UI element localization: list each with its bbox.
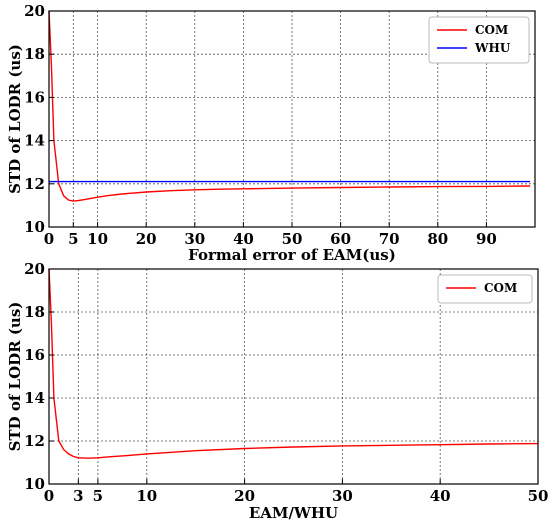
y-tick-label: 12 [24,175,45,193]
x-tick-label: 3 [73,487,83,505]
legend: COM [437,274,533,304]
x-tick-label: 80 [427,230,448,248]
y-tick-label: 20 [24,2,45,20]
legend-label-com: COM [484,281,517,295]
x-tick-label: 20 [136,230,157,248]
y-tick-label: 16 [24,346,45,364]
x-axis-label: EAM/WHU [249,504,338,522]
x-tick-label: 0 [44,487,54,505]
y-tick-label: 16 [24,88,45,106]
y-tick-label: 14 [24,132,45,150]
x-tick-label: 50 [528,487,549,505]
y-tick-label: 20 [24,260,45,278]
x-tick-label: 70 [379,230,400,248]
x-tick-label: 10 [87,230,108,248]
x-tick-label: 30 [184,230,205,248]
x-tick-label: 90 [476,230,497,248]
x-tick-label: 40 [430,487,451,505]
legend-box [428,16,530,64]
x-tick-label: 50 [282,230,303,248]
y-tick-label: 18 [24,303,45,321]
y-axis-label: STD of LODR (us) [6,44,24,194]
x-tick-label: 60 [330,230,351,248]
legend-box [437,274,533,304]
y-tick-label: 12 [24,432,45,450]
x-tick-label: 0 [44,230,54,248]
y-axis-label: STD of LODR (us) [6,302,24,452]
x-tick-label: 5 [93,487,103,505]
series-line-com [48,10,531,202]
y-tick-label: 10 [24,475,45,493]
plot-frame [48,268,539,485]
x-tick-label: 5 [68,230,78,248]
legend: COM WHU [428,16,530,64]
y-tick-label: 10 [24,218,45,236]
chart-panel-1: 0 5 10 20 30 40 50 60 70 80 90 10 12 14 16 18 20 Formal e… [6,2,536,264]
x-tick-label: 40 [233,230,254,248]
y-tick-label: 18 [24,45,45,63]
series-line-com [48,268,539,459]
x-tick-label: 10 [136,487,157,505]
y-tick-label: 14 [24,389,45,407]
x-tick-label: 20 [234,487,255,505]
legend-label-whu: WHU [474,41,511,55]
legend-label-com: COM [475,23,508,37]
x-axis-label: Formal error of EAM(us) [188,246,396,264]
x-tick-label: 30 [332,487,353,505]
